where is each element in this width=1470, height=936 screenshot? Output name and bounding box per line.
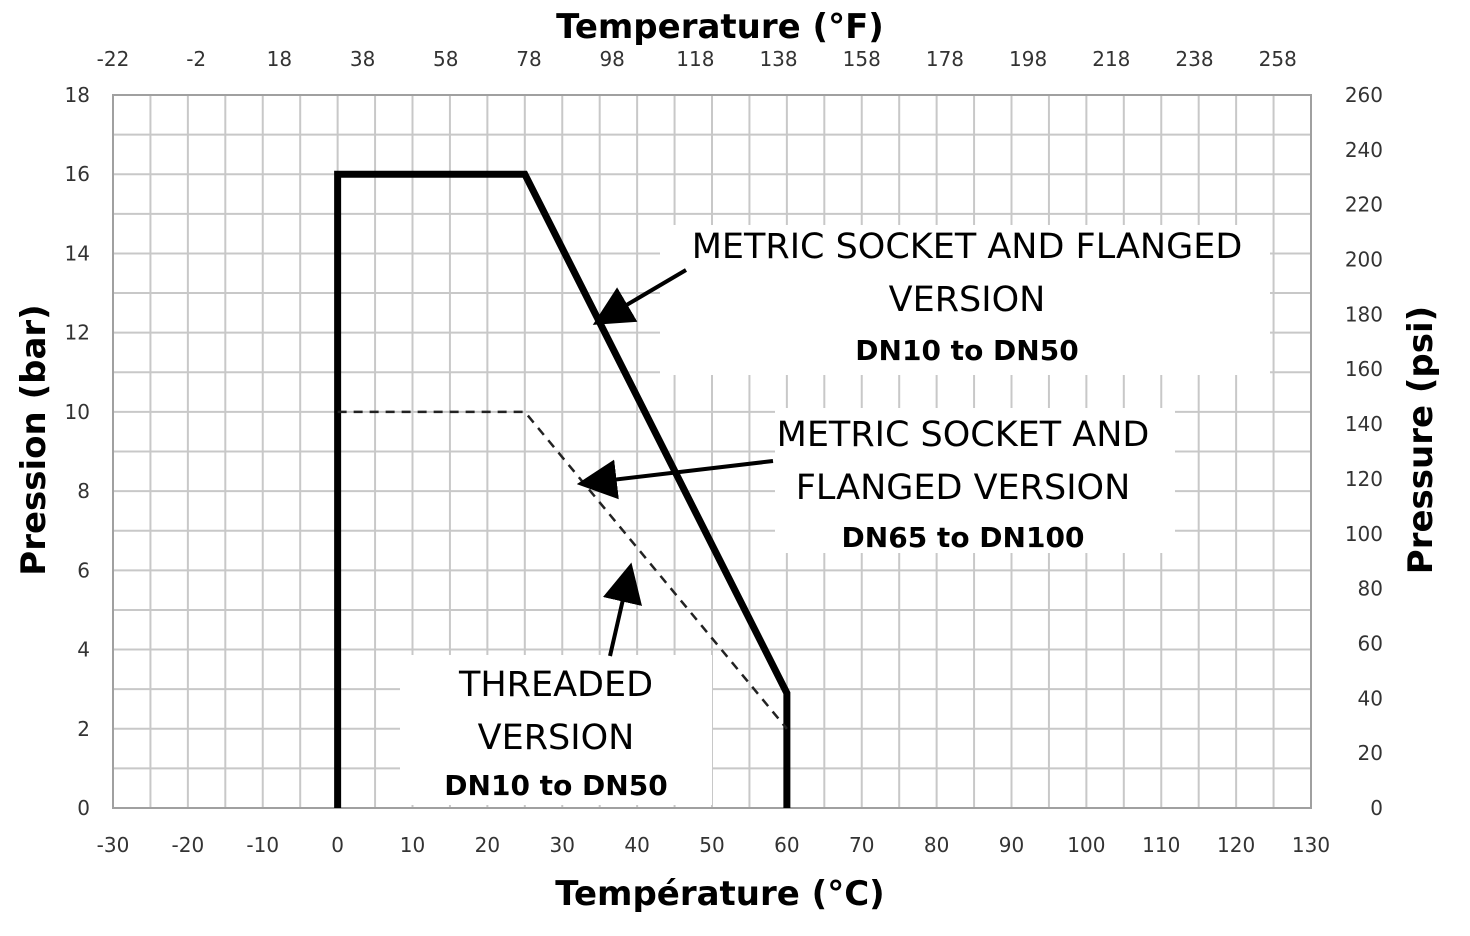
x-tick-label: 100 [1067,833,1105,857]
annotation-label: FLANGED VERSION [796,468,1131,508]
annotation-box [660,225,1270,375]
y2-tick-label: 0 [1370,796,1383,820]
y2-tick-label: 100 [1345,522,1383,546]
y-tick-label: 0 [77,796,90,820]
x-tick-label: -30 [97,833,130,857]
annotation-range-label: DN10 to DN50 [855,334,1078,367]
x-tick-label: 120 [1217,833,1255,857]
x2-tick-label: 158 [843,47,881,71]
x2-tick-label: 218 [1092,47,1130,71]
y2-tick-label: 180 [1345,302,1383,326]
x-tick-label: 60 [774,833,799,857]
y2-tick-label: 160 [1345,357,1383,381]
annotation-range-label: DN10 to DN50 [444,769,667,802]
y2-tick-label: 40 [1358,686,1383,710]
y2-tick-label: 220 [1345,193,1383,217]
y-tick-label: 2 [77,717,90,741]
x-tick-label: 10 [400,833,425,857]
y2-axis-title: Pressure (psi) [1401,306,1441,574]
annotation-label: METRIC SOCKET AND [777,415,1150,455]
y-tick-label: 16 [65,162,90,186]
x2-tick-label: 98 [599,47,624,71]
x2-tick-label: 118 [676,47,714,71]
x2-tick-label: 38 [350,47,375,71]
x2-tick-label: 178 [926,47,964,71]
y-tick-label: 6 [77,558,90,582]
y2-tick-label: 20 [1358,741,1383,765]
solid-rating-line [334,170,791,808]
x-tick-label: 0 [331,833,344,857]
x-tick-label: -10 [246,833,279,857]
y-tick-label: 14 [65,241,90,265]
y-tick-label: 18 [65,83,90,107]
annotation-label: THREADED [458,665,653,705]
y-tick-label: 8 [77,479,90,503]
annotation-label: VERSION [478,718,635,758]
x-tick-label: 20 [475,833,500,857]
x2-tick-label: 78 [516,47,541,71]
x2-tick-label: 58 [433,47,458,71]
annotations: METRIC SOCKET AND FLANGED VERSION DN10 to … [400,225,1270,805]
x2-tick-label: 18 [267,47,292,71]
y2-tick-label: 200 [1345,248,1383,272]
annotation-arrow [602,562,642,657]
x-tick-label: 40 [624,833,649,857]
plot-border [112,94,1312,809]
annotation-box [400,655,712,805]
x-tick-label: 110 [1142,833,1180,857]
x-axis-title: Température (°C) [555,874,884,914]
y2-tick-label: 240 [1345,138,1383,162]
series [334,170,791,808]
annotation-arrow [576,459,774,500]
annotation-label: METRIC SOCKET AND FLANGED [692,227,1243,267]
annotation-box [775,408,1175,553]
y2-tick-label: 120 [1345,467,1383,491]
y2-tick-label: 60 [1358,631,1383,655]
x2-axis-title: Temperature (°F) [556,7,884,47]
tick-labels: -30 -20 -10 0 10 20 30 40 50 60 70 80 90 100 110 120 130… [65,47,1383,857]
x-tick-label: 80 [924,833,949,857]
x-tick-label: 130 [1292,833,1330,857]
x2-tick-label: 198 [1009,47,1047,71]
y-tick-label: 10 [65,400,90,424]
x-tick-label: 70 [849,833,874,857]
y2-tick-label: 80 [1358,577,1383,601]
x2-tick-label: -2 [186,47,206,71]
x2-tick-label: -22 [97,47,130,71]
x2-tick-label: 258 [1259,47,1297,71]
x-tick-label: 30 [550,833,575,857]
x-tick-label: 90 [999,833,1024,857]
annotation-arrow [592,268,688,325]
y-axis-title: Pression (bar) [14,304,54,575]
x-tick-label: -20 [172,833,205,857]
x2-tick-label: 138 [759,47,797,71]
x2-tick-label: 238 [1175,47,1213,71]
y-tick-label: 12 [65,321,90,345]
y-tick-label: 4 [77,638,90,662]
y2-tick-label: 260 [1345,83,1383,107]
y2-tick-label: 140 [1345,412,1383,436]
x-tick-label: 50 [699,833,724,857]
annotation-range-label: DN65 to DN100 [842,521,1085,554]
annotation-label: VERSION [889,280,1046,320]
